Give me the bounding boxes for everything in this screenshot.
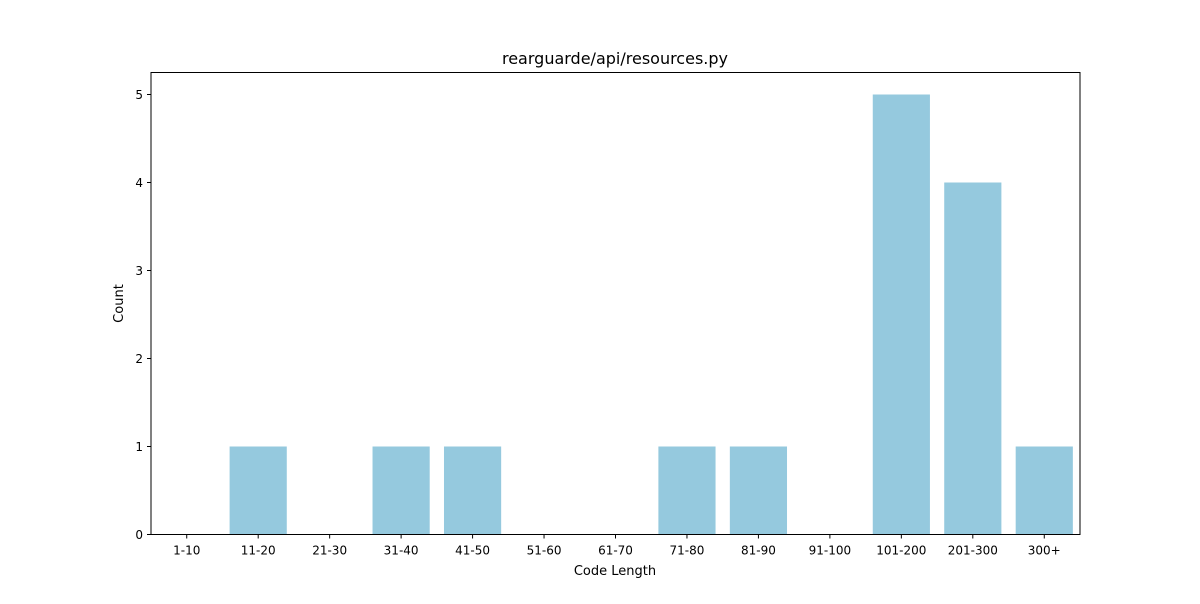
x-tick-label: 81-90 [741,544,776,558]
bar-71-80 [658,446,716,535]
x-tick-label: 21-30 [312,544,347,558]
bar-101-200 [872,94,930,535]
bar-201-300 [944,182,1002,535]
plot-frame [150,72,1081,535]
x-tick-label: 101-200 [876,544,926,558]
y-axis-label: Count [112,284,127,323]
y-ticks: 0 1 2 3 4 5 [135,88,151,542]
x-tick-label: 91-100 [809,544,852,558]
axes-layer [150,72,1081,535]
x-tick-label: 11-20 [241,544,276,558]
x-tick-label: 1-10 [173,544,200,558]
y-tick-label: 3 [135,264,143,278]
y-tick-label: 4 [135,176,143,190]
y-tick-label: 1 [135,440,143,454]
bar-11-20 [229,446,287,535]
bars-layer [229,94,1073,535]
y-tick-label: 5 [135,88,143,102]
y-tick-label: 2 [135,352,143,366]
bar-41-50 [443,446,502,535]
bar-300+ [1015,446,1073,535]
x-ticks: 1-10 11-20 21-30 31-40 41-50 51-60 61-70 71-80 8… [173,534,1061,558]
bar-81-90 [729,446,788,535]
x-tick-label: 51-60 [527,544,562,558]
x-axis-label: Code Length [574,564,656,579]
bar-31-40 [372,446,430,535]
chart-title: rearguarde/api/resources.py [502,49,728,68]
x-tick-label: 71-80 [670,544,705,558]
x-tick-label: 300+ [1028,544,1061,558]
x-tick-label: 61-70 [598,544,633,558]
y-tick-label: 0 [135,528,143,542]
x-tick-label: 31-40 [384,544,419,558]
x-tick-label: 41-50 [455,544,490,558]
x-tick-label: 201-300 [948,544,998,558]
